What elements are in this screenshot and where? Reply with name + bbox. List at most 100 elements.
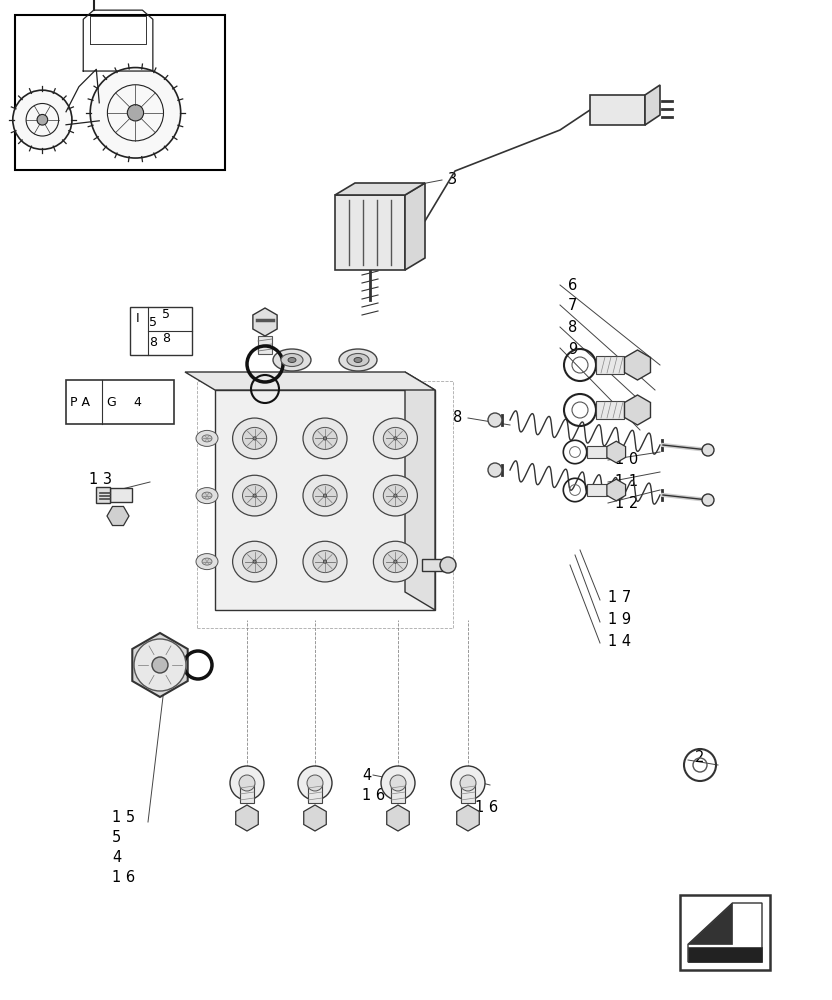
Circle shape	[134, 639, 186, 691]
Ellipse shape	[281, 354, 303, 366]
Text: 4: 4	[362, 768, 371, 782]
Ellipse shape	[339, 349, 377, 371]
Text: 1 0: 1 0	[615, 452, 638, 466]
Text: 1 6: 1 6	[112, 869, 135, 884]
Bar	[422, 559, 444, 571]
Bar	[680, 895, 770, 970]
Polygon shape	[688, 903, 732, 944]
Bar	[110, 488, 132, 502]
Ellipse shape	[313, 427, 337, 449]
Ellipse shape	[233, 541, 276, 582]
Bar	[587, 484, 607, 496]
Ellipse shape	[374, 541, 418, 582]
Ellipse shape	[303, 541, 347, 582]
Polygon shape	[335, 183, 425, 195]
Text: 1 4: 1 4	[608, 635, 631, 650]
Circle shape	[488, 463, 502, 477]
Ellipse shape	[253, 437, 256, 440]
Ellipse shape	[347, 354, 369, 366]
Polygon shape	[132, 633, 188, 697]
Circle shape	[488, 413, 502, 427]
Ellipse shape	[253, 560, 256, 563]
Text: 1 1: 1 1	[615, 474, 638, 488]
Text: G: G	[106, 395, 116, 408]
Ellipse shape	[303, 475, 347, 516]
Text: 4: 4	[133, 395, 141, 408]
Text: 5: 5	[162, 308, 170, 322]
Ellipse shape	[324, 560, 327, 563]
Text: 7: 7	[568, 298, 577, 312]
Text: 1 2: 1 2	[615, 495, 638, 510]
Bar	[587, 446, 607, 458]
Ellipse shape	[384, 485, 408, 507]
Text: 1 9: 1 9	[608, 612, 631, 628]
Ellipse shape	[374, 418, 418, 459]
Polygon shape	[387, 805, 409, 831]
Ellipse shape	[242, 485, 267, 507]
Ellipse shape	[303, 418, 347, 459]
Text: 1 6: 1 6	[475, 800, 498, 814]
Text: I: I	[136, 312, 140, 324]
Text: 1 3: 1 3	[89, 473, 112, 488]
Bar	[258, 336, 272, 354]
Bar	[596, 356, 624, 374]
Polygon shape	[645, 85, 660, 125]
Polygon shape	[625, 395, 651, 425]
Polygon shape	[185, 372, 435, 390]
Text: 6: 6	[568, 277, 577, 292]
Bar	[391, 783, 405, 803]
Text: 1 6: 1 6	[362, 788, 385, 802]
Circle shape	[440, 557, 456, 573]
Ellipse shape	[202, 558, 212, 565]
Circle shape	[127, 105, 144, 121]
Ellipse shape	[202, 492, 212, 499]
Text: 4: 4	[475, 778, 484, 792]
Polygon shape	[335, 195, 405, 270]
Circle shape	[702, 444, 714, 456]
Polygon shape	[607, 479, 626, 501]
Ellipse shape	[253, 494, 256, 497]
Ellipse shape	[384, 551, 408, 573]
Polygon shape	[607, 441, 626, 463]
Circle shape	[381, 766, 415, 800]
Bar	[590, 95, 645, 125]
Ellipse shape	[196, 554, 218, 570]
Bar	[66, 380, 174, 424]
Bar	[15, 15, 225, 170]
Ellipse shape	[313, 485, 337, 507]
Text: 1 7: 1 7	[608, 590, 631, 605]
Bar	[96, 487, 110, 503]
Polygon shape	[253, 308, 277, 336]
Ellipse shape	[273, 349, 311, 371]
Ellipse shape	[324, 437, 327, 440]
Ellipse shape	[288, 358, 296, 362]
Ellipse shape	[384, 427, 408, 449]
Ellipse shape	[394, 437, 397, 440]
Ellipse shape	[196, 488, 218, 504]
Ellipse shape	[242, 427, 267, 449]
Circle shape	[702, 494, 714, 506]
Ellipse shape	[242, 551, 267, 573]
Ellipse shape	[233, 475, 276, 516]
Circle shape	[152, 657, 168, 673]
Polygon shape	[625, 350, 651, 380]
Text: 5: 5	[112, 830, 121, 844]
Ellipse shape	[196, 430, 218, 446]
Ellipse shape	[394, 560, 397, 563]
Polygon shape	[215, 390, 435, 610]
Bar	[688, 947, 762, 962]
Ellipse shape	[202, 435, 212, 442]
Bar	[461, 783, 475, 803]
Circle shape	[230, 766, 264, 800]
Circle shape	[12, 90, 72, 149]
Polygon shape	[688, 903, 762, 962]
Polygon shape	[405, 372, 435, 610]
Polygon shape	[304, 805, 326, 831]
Text: 9: 9	[568, 342, 577, 357]
Circle shape	[90, 68, 181, 158]
Ellipse shape	[324, 494, 327, 497]
Circle shape	[307, 775, 323, 791]
Ellipse shape	[394, 494, 397, 497]
Ellipse shape	[354, 358, 362, 362]
Circle shape	[298, 766, 332, 800]
